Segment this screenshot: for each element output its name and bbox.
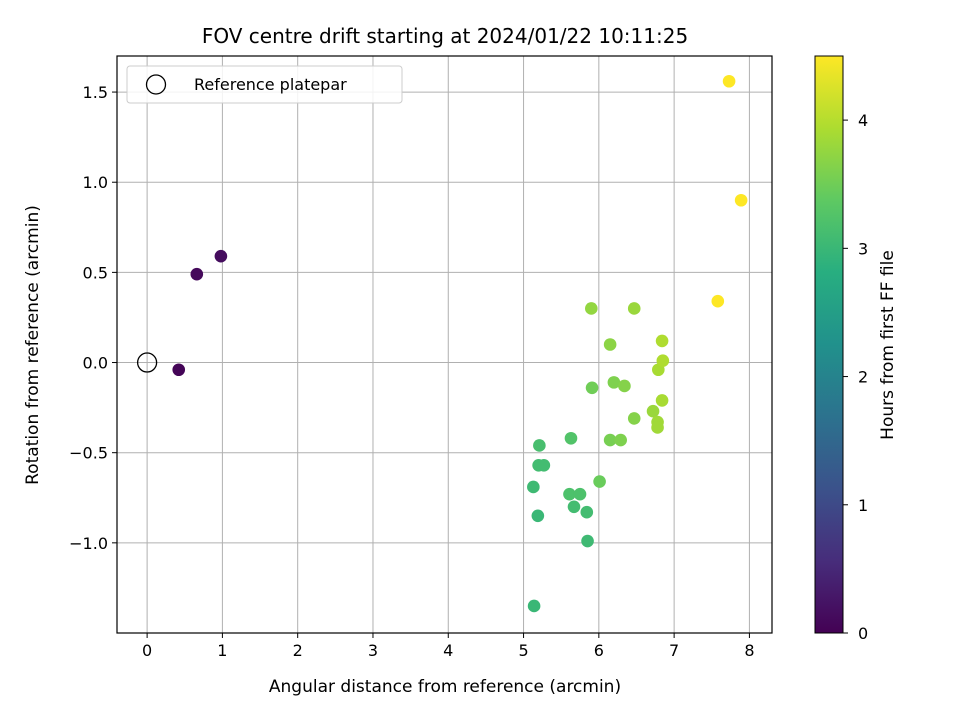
x-tick-label: 3 xyxy=(368,641,378,660)
colorbar-tick-label: 2 xyxy=(858,368,868,387)
grid xyxy=(117,56,772,633)
colorbar-label: Hours from first FF file xyxy=(878,250,898,440)
data-point xyxy=(618,379,631,393)
data-point xyxy=(627,412,641,425)
y-tick-label: 0.5 xyxy=(83,263,108,282)
colorbar-tick-label: 4 xyxy=(858,111,868,130)
data-point xyxy=(567,500,581,514)
data-point xyxy=(172,363,186,377)
x-tick-label: 5 xyxy=(518,641,528,660)
data-point xyxy=(607,376,621,389)
reference-platepar-marker xyxy=(136,352,158,373)
data-point xyxy=(614,433,627,447)
data-point xyxy=(563,487,576,501)
data-point xyxy=(593,475,606,488)
x-axis-label: Angular distance from reference (arcmin) xyxy=(269,677,621,697)
data-point xyxy=(190,267,204,281)
legend-marker-reference xyxy=(145,74,167,95)
data-point xyxy=(581,534,594,548)
y-tick-label: 1.0 xyxy=(83,173,108,192)
data-point xyxy=(564,431,578,445)
data-point xyxy=(651,421,664,434)
data-point xyxy=(580,505,594,519)
y-axis-ticks: −1.0 −0.5 0.0 0.5 1.0 1.5 xyxy=(69,83,117,553)
data-point xyxy=(214,249,228,263)
data-point xyxy=(603,433,617,447)
colorbar: 0 1 2 3 4 Hours from first FF file xyxy=(814,55,898,643)
data-point xyxy=(533,439,546,452)
data-point xyxy=(531,509,545,523)
x-tick-label: 0 xyxy=(142,641,152,660)
data-point xyxy=(585,302,598,315)
x-axis-ticks: 0 1 2 3 4 5 6 7 8 xyxy=(142,633,755,660)
data-point xyxy=(537,459,551,472)
data-point xyxy=(711,294,725,308)
legend-box xyxy=(126,65,403,104)
x-tick-label: 6 xyxy=(594,641,604,660)
colorbar-frame xyxy=(814,55,844,634)
x-tick-label: 4 xyxy=(443,641,453,660)
data-point xyxy=(573,487,587,501)
legend: Reference platepar xyxy=(126,65,403,104)
legend-label-reference: Reference platepar xyxy=(194,75,347,94)
colorbar-gradient xyxy=(815,56,843,633)
data-point xyxy=(527,599,541,613)
data-point xyxy=(655,334,669,348)
data-point xyxy=(646,404,660,418)
chart-title: FOV centre drift starting at 2024/01/22 … xyxy=(202,24,688,48)
x-tick-label: 8 xyxy=(744,641,754,660)
colorbar-tick-label: 3 xyxy=(858,239,868,258)
plot-frame xyxy=(116,55,773,634)
data-point xyxy=(585,381,599,395)
data-point xyxy=(722,74,736,88)
scatter-points xyxy=(136,74,748,613)
y-axis-label: Rotation from reference (arcmin) xyxy=(23,205,43,485)
x-tick-label: 1 xyxy=(217,641,227,660)
data-point xyxy=(603,338,617,351)
data-point xyxy=(656,354,670,368)
y-tick-label: −1.0 xyxy=(69,534,108,553)
data-point xyxy=(527,480,540,494)
x-tick-label: 2 xyxy=(293,641,303,660)
colorbar-ticks: 0 1 2 3 4 xyxy=(843,111,868,643)
y-tick-label: −0.5 xyxy=(69,444,108,463)
colorbar-tick-label: 1 xyxy=(858,496,868,515)
y-tick-label: 0.0 xyxy=(83,354,108,373)
y-tick-label: 1.5 xyxy=(83,83,108,102)
colorbar-tick-label: 0 xyxy=(858,624,868,643)
data-point xyxy=(655,394,669,407)
data-point xyxy=(734,193,748,207)
data-point xyxy=(627,302,641,315)
x-tick-label: 7 xyxy=(669,641,679,660)
